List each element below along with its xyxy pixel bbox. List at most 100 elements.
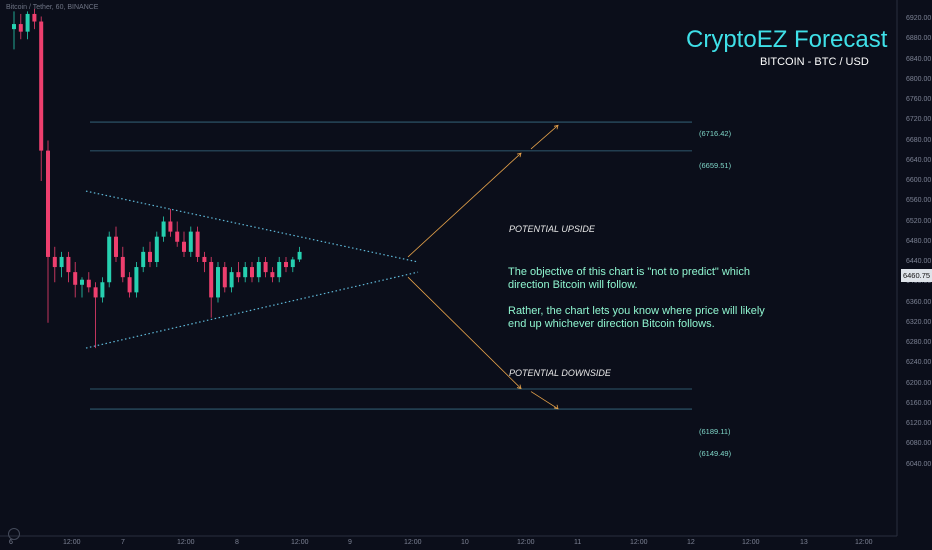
candle-body (256, 262, 261, 278)
price-tick-label: 6840.00 (906, 55, 932, 63)
candle-body (114, 236, 118, 257)
price-tick-label: 6560.00 (906, 197, 932, 205)
price-tick-label: 6680.00 (906, 136, 932, 144)
time-tick-label: 11 (574, 539, 582, 546)
current-price-badge: 6460.75 (901, 269, 932, 282)
candle-body (52, 256, 57, 268)
candle-body (216, 267, 220, 298)
triangle-lower-line (85, 271, 419, 349)
downside-projection-arrow (530, 391, 559, 410)
candle-body (39, 21, 44, 151)
candle-body (73, 272, 78, 285)
price-tick-label: 6920.00 (906, 15, 932, 22)
price-tick-label: 6280.00 (906, 339, 932, 346)
price-tick-label: 6120.00 (906, 420, 932, 427)
time-tick-label: 12:00 (63, 539, 81, 546)
candle-body (236, 272, 241, 278)
level-label: (6189.11) (699, 427, 731, 436)
price-tick-label: 6600.00 (906, 177, 932, 184)
candle-body (46, 150, 50, 257)
time-tick-label: 9 (348, 539, 352, 546)
candle-body (175, 231, 180, 242)
candle-body (284, 262, 288, 268)
price-tick-label: 6360.00 (906, 298, 932, 306)
level-label: (6716.42) (699, 129, 732, 138)
downside-projection-line (407, 276, 522, 389)
time-tick-label: 12:00 (291, 539, 309, 546)
scroll-back-icon[interactable] (8, 528, 20, 540)
price-tick-label: 6640.00 (906, 156, 932, 164)
time-tick-label: 12 (687, 539, 695, 546)
price-tick-label: 6080.00 (906, 440, 932, 448)
candle-body (202, 256, 207, 262)
candle-body (100, 282, 105, 298)
time-tick-label: 10 (461, 539, 469, 546)
candle-body (195, 231, 200, 257)
chart-title: CryptoEZ Forecast (686, 26, 888, 53)
price-tick-label: 6200.00 (906, 379, 932, 387)
candle-body (229, 272, 234, 288)
candle-body (250, 267, 254, 278)
price-tick-label: 6880.00 (906, 35, 932, 43)
candle-body (18, 24, 23, 32)
candle-body (12, 24, 16, 30)
note-objective: The objective of this chart is "not to p… (508, 266, 750, 291)
candle-body (59, 256, 64, 268)
candle-body (148, 251, 152, 262)
downside-arrowhead-icon (553, 404, 559, 410)
price-tick-label: 6720.00 (906, 116, 932, 124)
downside-arrowhead-icon (516, 384, 522, 390)
candle-body (188, 231, 193, 252)
price-tick-label: 6480.00 (906, 237, 932, 245)
price-tick-label: 6040.00 (906, 460, 932, 468)
time-tick-label: 8 (235, 539, 239, 546)
upside-arrowhead-icon (553, 124, 559, 130)
candle-body (80, 279, 84, 285)
price-tick-label: 6320.00 (906, 318, 932, 326)
time-tick-label: 12:00 (517, 539, 535, 546)
candle-body (127, 277, 132, 293)
candle-body (93, 287, 98, 298)
time-tick-label: 6 (9, 539, 13, 546)
candle-body (120, 256, 125, 278)
candle-body (134, 267, 139, 293)
candle-body (222, 267, 227, 288)
triangle-upper-line (85, 190, 419, 263)
time-tick-label: 12:00 (630, 539, 648, 546)
price-tick-label: 6240.00 (906, 359, 932, 367)
price-tick-label: 6800.00 (906, 75, 932, 83)
candle-body (182, 241, 186, 252)
candle-body (277, 262, 282, 278)
level-label: (6659.51) (699, 161, 732, 170)
time-tick-label: 13 (800, 539, 808, 546)
level-label: (6149.49) (699, 449, 732, 458)
candle-body (154, 236, 159, 262)
upside-arrowhead-icon (516, 152, 522, 158)
price-tick-label: 6760.00 (906, 96, 932, 103)
candle-body (161, 221, 166, 237)
time-tick-label: 7 (121, 539, 125, 546)
candle-body (263, 262, 268, 273)
potential-upside-label: POTENTIAL UPSIDE (509, 224, 595, 234)
upside-projection-line (407, 152, 522, 258)
candle-body (86, 279, 91, 288)
price-tick-label: 6160.00 (906, 399, 932, 407)
note-explanation: Rather, the chart lets you know where pr… (508, 305, 765, 330)
chart-subtitle: BITCOIN - BTC / USD (760, 56, 869, 68)
candle-body (243, 267, 248, 278)
price-tick-label: 6440.00 (906, 258, 932, 265)
candle-body (107, 236, 112, 283)
candle-body (66, 256, 71, 273)
time-tick-label: 12:00 (177, 539, 195, 546)
candle-body (209, 262, 214, 298)
upside-projection-arrow (530, 125, 559, 150)
candle-body (297, 251, 302, 260)
symbol-info: Bitcoin / Tether, 60, BINANCE (6, 4, 99, 11)
price-tick-label: 6520.00 (906, 217, 932, 225)
candle-body (141, 251, 146, 268)
candle-body (25, 13, 30, 32)
time-tick-label: 12:00 (742, 539, 760, 546)
candle-body (270, 272, 275, 278)
candle-body (290, 259, 295, 268)
